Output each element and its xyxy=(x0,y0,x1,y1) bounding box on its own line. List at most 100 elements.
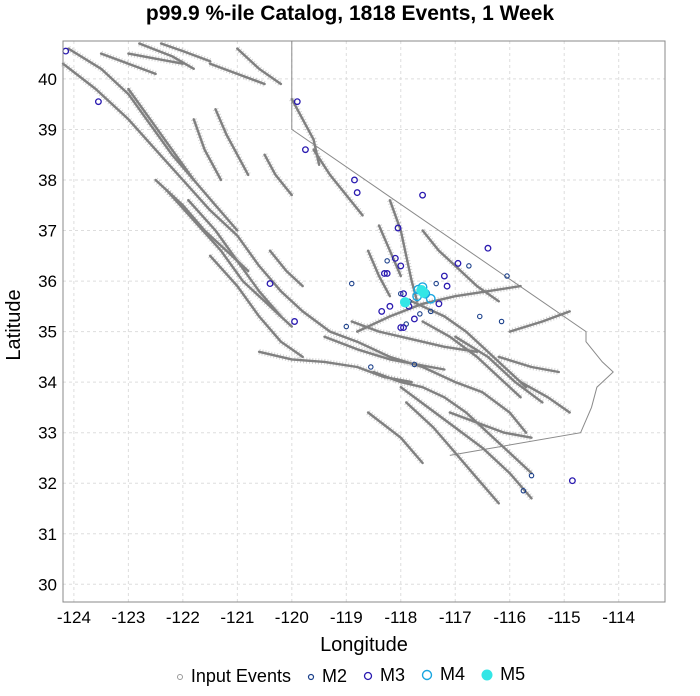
event-marker-m5 xyxy=(399,297,411,308)
event-marker-m2 xyxy=(398,290,404,297)
fault-line xyxy=(421,229,500,303)
y-tick-label: 40 xyxy=(38,70,57,89)
event-marker-m3 xyxy=(440,272,448,280)
m5-marker-icon xyxy=(481,669,493,680)
fault-line xyxy=(127,52,185,65)
event-marker-m3 xyxy=(378,307,386,315)
fault-line xyxy=(372,370,533,475)
fault-line xyxy=(290,97,321,167)
fault-zone-hatch xyxy=(66,46,240,233)
events-layer xyxy=(62,47,576,494)
x-tick-label: -120 xyxy=(275,608,309,627)
y-tick-label: 35 xyxy=(38,323,57,342)
fault-line xyxy=(268,249,304,288)
x-tick-labels: -124 -123 -122 -121 -120 -119 -118 -117 -116 -115… xyxy=(57,608,635,627)
fault-line xyxy=(421,320,522,399)
event-marker-m2 xyxy=(348,280,355,287)
legend-label: Input Events xyxy=(190,666,291,686)
event-marker-m2 xyxy=(368,364,374,370)
x-axis-title: Longitude xyxy=(320,634,408,656)
fault-line xyxy=(410,300,528,389)
event-marker-m3 xyxy=(383,270,391,277)
legend-item-m3: M3 xyxy=(362,665,405,686)
fault-line xyxy=(388,198,419,303)
state-border-line xyxy=(291,41,614,456)
fault-line xyxy=(377,224,402,278)
y-tick-label: 38 xyxy=(38,171,57,190)
legend-label: M3 xyxy=(380,665,406,685)
y-tick-label: 37 xyxy=(38,222,57,241)
x-tick-label: -117 xyxy=(439,608,472,627)
y-tick-label: 33 xyxy=(38,424,57,443)
event-marker-m2 xyxy=(433,280,439,287)
plot-frame xyxy=(62,40,666,603)
m3-marker-icon xyxy=(363,671,373,680)
x-tick-label: -121 xyxy=(220,608,254,627)
fault-line xyxy=(399,386,533,500)
chart-title: p99.9 %-ile Catalog, 1818 Events, 1 Week xyxy=(145,2,555,25)
event-marker-m3 xyxy=(301,146,309,154)
event-marker-m2 xyxy=(417,311,423,317)
fault-line xyxy=(208,254,304,359)
legend-item-m2: M2 xyxy=(306,666,347,687)
legend-label: M2 xyxy=(321,666,347,686)
fault-line xyxy=(448,411,533,439)
legend-label: M4 xyxy=(440,664,466,684)
x-tick-label: -124 xyxy=(57,608,91,627)
event-marker-m3 xyxy=(435,300,443,308)
fault-lines-layer xyxy=(61,40,572,506)
legend-label: M5 xyxy=(500,664,526,684)
event-marker-m2 xyxy=(528,472,535,479)
event-marker-m2 xyxy=(477,313,483,320)
y-axis-title: Latitude xyxy=(3,289,25,360)
y-tick-label: 36 xyxy=(38,272,57,291)
fault-line xyxy=(263,153,293,197)
x-tick-label: -118 xyxy=(384,608,417,627)
event-marker-m2 xyxy=(520,488,527,494)
fault-line xyxy=(454,335,544,404)
event-marker-m2 xyxy=(498,318,505,325)
fault-line xyxy=(312,148,364,217)
event-marker-m3 xyxy=(400,324,407,332)
fault-line xyxy=(165,188,293,328)
fault-line xyxy=(99,52,157,76)
x-tick-label: -114 xyxy=(602,608,635,627)
y-tick-label: 31 xyxy=(38,525,57,544)
y-tick-labels: 30 31 32 33 34 35 36 37 38 39 40 xyxy=(38,70,57,594)
event-marker-m2 xyxy=(427,308,434,315)
fault-line xyxy=(350,320,479,353)
fault-zone-hatch xyxy=(61,61,529,435)
event-marker-m2 xyxy=(384,258,390,264)
m4-marker-icon xyxy=(421,669,433,680)
event-marker-m3 xyxy=(568,477,576,485)
grid-layer xyxy=(63,41,665,602)
event-marker-m2 xyxy=(343,323,350,330)
fault-line xyxy=(356,284,522,333)
fault-line xyxy=(508,310,571,333)
fault-line xyxy=(159,42,212,63)
event-marker-m3 xyxy=(419,191,427,199)
x-tick-label: -119 xyxy=(330,608,363,627)
event-marker-m3 xyxy=(291,318,298,325)
event-marker-m4 xyxy=(425,293,436,304)
event-marker-m3 xyxy=(443,282,451,290)
map-plot: -124 -123 -122 -121 -120 -119 -118 -117 -116 -115… xyxy=(3,40,666,656)
event-marker-m3 xyxy=(397,262,405,270)
event-marker-m3 xyxy=(391,254,399,262)
event-marker-m3 xyxy=(410,315,418,323)
event-marker-m3 xyxy=(394,224,402,232)
event-marker-m3 xyxy=(484,244,492,252)
fault-line xyxy=(127,87,196,182)
y-tick-label: 32 xyxy=(38,474,57,493)
event-marker-m3 xyxy=(266,280,274,288)
fault-line xyxy=(214,107,250,177)
legend-item-m5: M5 xyxy=(480,664,525,685)
fault-line xyxy=(61,62,528,434)
fault-line xyxy=(236,47,283,86)
fault-zone-hatch xyxy=(399,384,534,501)
state-border-layer xyxy=(291,41,614,456)
x-tick-label: -122 xyxy=(166,608,200,627)
event-marker-m3 xyxy=(400,290,407,298)
fault-line xyxy=(192,118,223,182)
m2-marker-icon xyxy=(307,673,315,680)
